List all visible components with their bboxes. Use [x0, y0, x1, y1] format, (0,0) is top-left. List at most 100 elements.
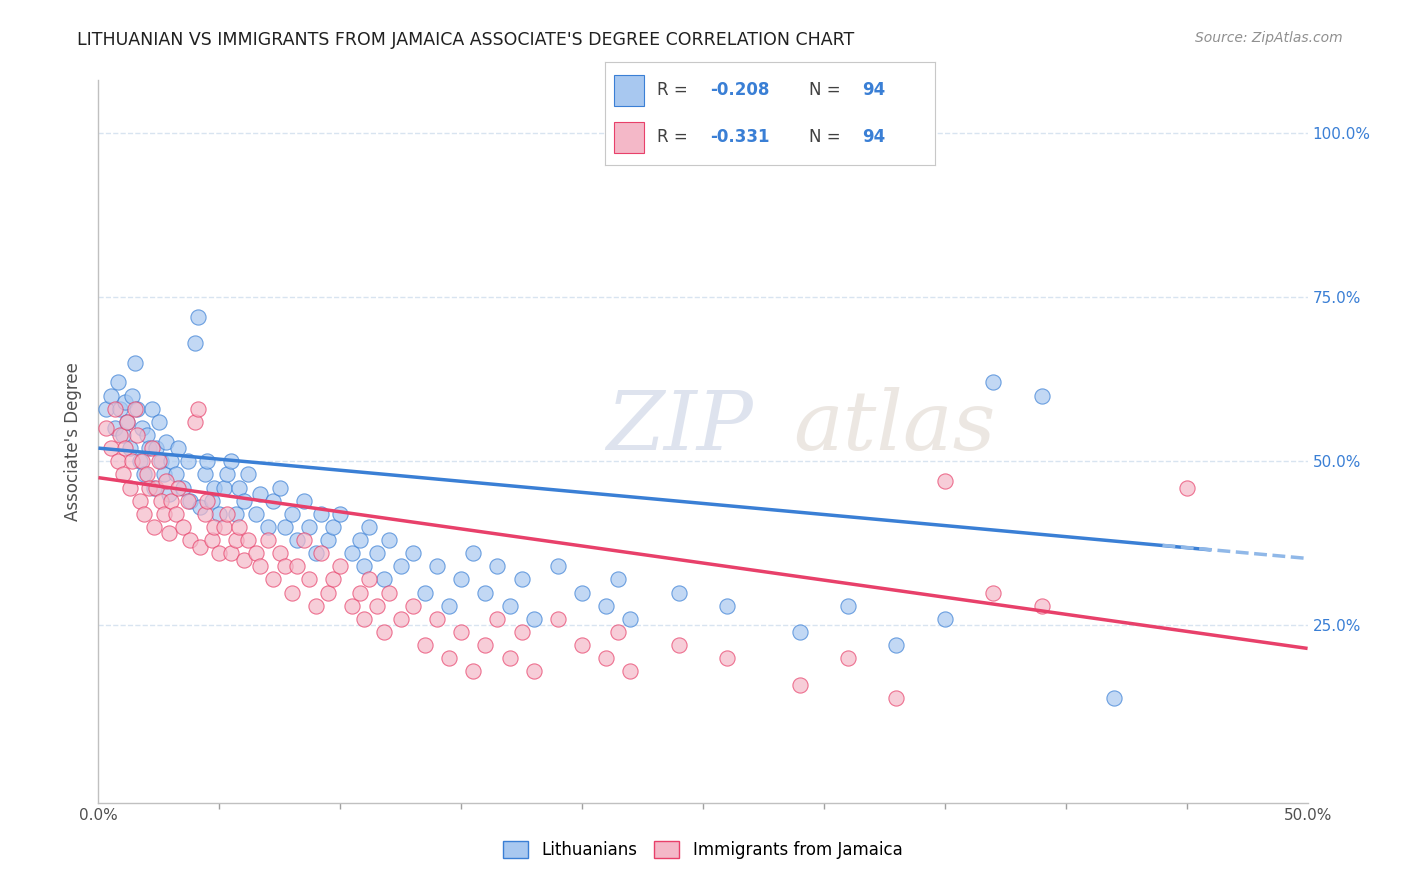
Point — [179, 533, 201, 547]
Point — [145, 481, 167, 495]
Point — [201, 533, 224, 547]
Point — [389, 559, 412, 574]
Point — [118, 441, 141, 455]
Point — [437, 599, 460, 613]
Point — [177, 493, 200, 508]
Point — [245, 507, 267, 521]
Point — [107, 376, 129, 390]
Point — [498, 651, 520, 665]
Point — [157, 487, 180, 501]
Text: atlas: atlas — [793, 387, 995, 467]
Point — [134, 467, 156, 482]
Point — [187, 401, 209, 416]
Point — [157, 526, 180, 541]
Point — [450, 573, 472, 587]
Text: Source: ZipAtlas.com: Source: ZipAtlas.com — [1195, 31, 1343, 45]
Point — [131, 421, 153, 435]
Point — [523, 612, 546, 626]
Point — [212, 481, 235, 495]
Point — [292, 493, 315, 508]
Point — [981, 376, 1004, 390]
Point — [595, 651, 617, 665]
Point — [329, 507, 352, 521]
Point — [165, 467, 187, 482]
Point — [225, 507, 247, 521]
Point — [349, 585, 371, 599]
Point — [934, 474, 956, 488]
Point — [165, 507, 187, 521]
Point — [117, 415, 139, 429]
Point — [668, 638, 690, 652]
Point — [668, 585, 690, 599]
Point — [571, 585, 593, 599]
Point — [292, 533, 315, 547]
Point — [498, 599, 520, 613]
Point — [463, 546, 485, 560]
Point — [167, 441, 190, 455]
Point — [437, 651, 460, 665]
Point — [245, 546, 267, 560]
Point — [353, 559, 375, 574]
Point — [316, 533, 339, 547]
Point — [201, 493, 224, 508]
Text: N =: N = — [810, 81, 846, 99]
Bar — [614, 75, 644, 105]
Point — [273, 559, 295, 574]
Point — [172, 520, 194, 534]
Point — [256, 533, 278, 547]
Point — [194, 507, 217, 521]
Point — [789, 677, 811, 691]
Point — [204, 481, 226, 495]
Point — [510, 625, 533, 640]
Point — [124, 356, 146, 370]
Point — [100, 388, 122, 402]
Point — [195, 493, 218, 508]
Point — [160, 454, 183, 468]
Point — [486, 559, 509, 574]
Point — [389, 612, 412, 626]
Point — [281, 507, 304, 521]
Text: ZIP: ZIP — [606, 387, 754, 467]
Point — [131, 454, 153, 468]
Point — [450, 625, 472, 640]
Point — [148, 454, 170, 468]
Point — [273, 520, 295, 534]
Point — [221, 546, 243, 560]
Point — [152, 467, 174, 482]
Point — [152, 507, 174, 521]
Point — [150, 454, 173, 468]
Point — [204, 520, 226, 534]
Point — [1175, 481, 1198, 495]
Point — [100, 441, 122, 455]
Point — [232, 493, 254, 508]
Point — [114, 395, 136, 409]
Point — [145, 441, 167, 455]
Point — [281, 585, 304, 599]
Point — [269, 546, 291, 560]
Point — [187, 310, 209, 324]
Point — [322, 573, 344, 587]
Point — [837, 651, 859, 665]
Point — [232, 553, 254, 567]
Point — [138, 481, 160, 495]
Point — [373, 625, 395, 640]
Point — [118, 481, 141, 495]
Point — [94, 421, 117, 435]
Point — [309, 507, 332, 521]
Point — [426, 612, 449, 626]
Bar — [614, 122, 644, 153]
Point — [619, 612, 641, 626]
Legend: Lithuanians, Immigrants from Jamaica: Lithuanians, Immigrants from Jamaica — [503, 841, 903, 860]
Point — [121, 454, 143, 468]
Point — [135, 467, 157, 482]
Point — [188, 500, 211, 515]
Point — [547, 612, 569, 626]
Point — [262, 493, 284, 508]
Point — [160, 493, 183, 508]
Point — [141, 401, 163, 416]
Point — [127, 428, 149, 442]
Point — [413, 638, 436, 652]
Text: LITHUANIAN VS IMMIGRANTS FROM JAMAICA ASSOCIATE'S DEGREE CORRELATION CHART: LITHUANIAN VS IMMIGRANTS FROM JAMAICA AS… — [77, 31, 855, 49]
Point — [510, 573, 533, 587]
Point — [366, 599, 388, 613]
